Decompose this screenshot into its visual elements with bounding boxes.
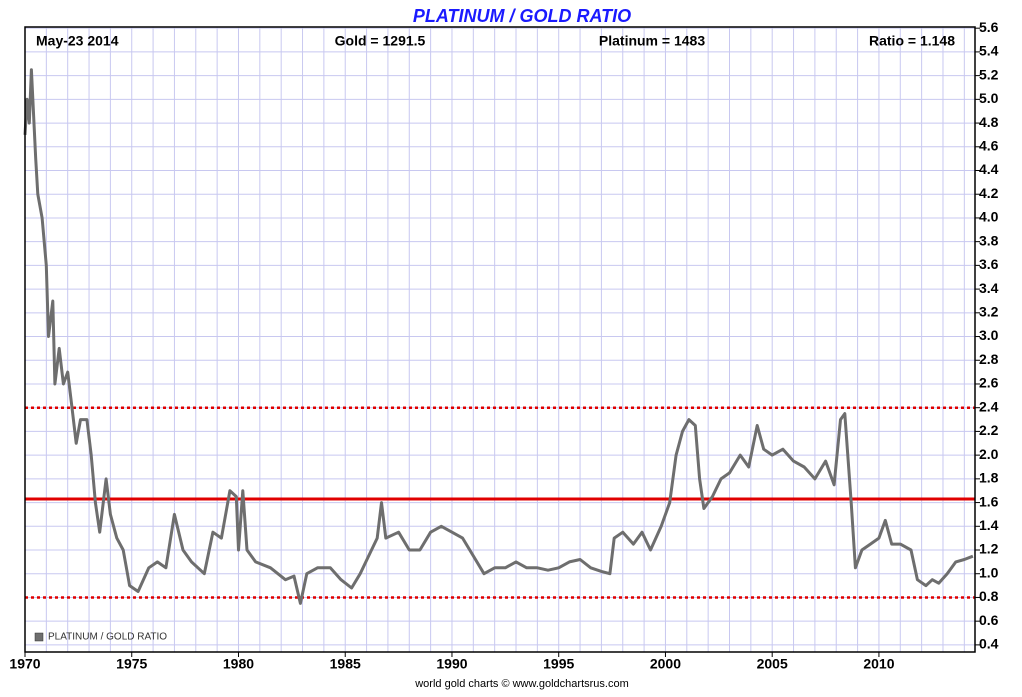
- y-tick-label: 4.2: [979, 185, 999, 201]
- y-tick-label: 5.6: [979, 19, 999, 35]
- y-tick-label: 1.0: [979, 564, 999, 580]
- reference-lines: [25, 406, 975, 599]
- y-tick-label: 0.4: [979, 636, 999, 652]
- x-tick-label: 1970: [9, 656, 40, 672]
- series: [23, 68, 974, 605]
- axes: 0.4 0.6 0.8 1.0 1.2 1.4 1.6 1.8 2.0 2.2 2.4 2.6 2.8 3…: [9, 19, 998, 672]
- legend-label: PLATINUM / GOLD RATIO: [48, 632, 167, 643]
- chart-title: PLATINUM / GOLD RATIO: [413, 6, 631, 26]
- x-tick-label: 1995: [543, 656, 574, 672]
- y-tick-label: 2.0: [979, 446, 999, 462]
- footer: world gold charts © www.goldchartsrus.co…: [414, 678, 629, 690]
- y-tick-label: 2.4: [979, 398, 999, 414]
- y-tick-label: 5.0: [979, 90, 999, 106]
- header-platinum: Platinum = 1483: [599, 33, 705, 49]
- x-tick-label: 2010: [863, 656, 894, 672]
- y-tick-label: 5.4: [979, 43, 999, 59]
- y-tick-label: 3.6: [979, 256, 999, 272]
- y-tick-label: 4.4: [979, 161, 999, 177]
- y-tick-label: 2.2: [979, 422, 999, 438]
- header-ratio: Ratio = 1.148: [869, 33, 955, 49]
- y-tick-label: 3.0: [979, 327, 999, 343]
- legend-swatch: [34, 632, 44, 642]
- x-tick-label: 1975: [116, 656, 147, 672]
- x-tick-label: 1985: [330, 656, 361, 672]
- y-tick-label: 4.6: [979, 137, 999, 153]
- y-tick-label: 4.0: [979, 209, 999, 225]
- x-tick-label: 1990: [436, 656, 467, 672]
- y-tick-label: 2.6: [979, 375, 999, 391]
- y-tick-label: 1.6: [979, 493, 999, 509]
- x-tick-label: 2000: [650, 656, 681, 672]
- y-tick-label: 4.8: [979, 114, 999, 130]
- plot-frame: [24, 26, 976, 653]
- y-tick-label: 1.8: [979, 470, 999, 486]
- x-tick-label: 1980: [223, 656, 254, 672]
- y-tick-label: 0.6: [979, 612, 999, 628]
- y-tick-label: 0.8: [979, 588, 999, 604]
- y-tick-label: 3.2: [979, 304, 999, 320]
- y-tick-label: 2.8: [979, 351, 999, 367]
- x-tick-label: 2005: [757, 656, 788, 672]
- y-tick-label: 1.4: [979, 517, 999, 533]
- y-tick-label: 3.8: [979, 232, 999, 248]
- header-gold: Gold = 1291.5: [335, 33, 426, 49]
- series-line: [23, 68, 974, 605]
- y-tick-label: 3.4: [979, 280, 999, 296]
- header-date: May-23 2014: [36, 33, 119, 49]
- y-tick-label: 1.2: [979, 541, 999, 557]
- y-tick-label: 5.2: [979, 66, 999, 82]
